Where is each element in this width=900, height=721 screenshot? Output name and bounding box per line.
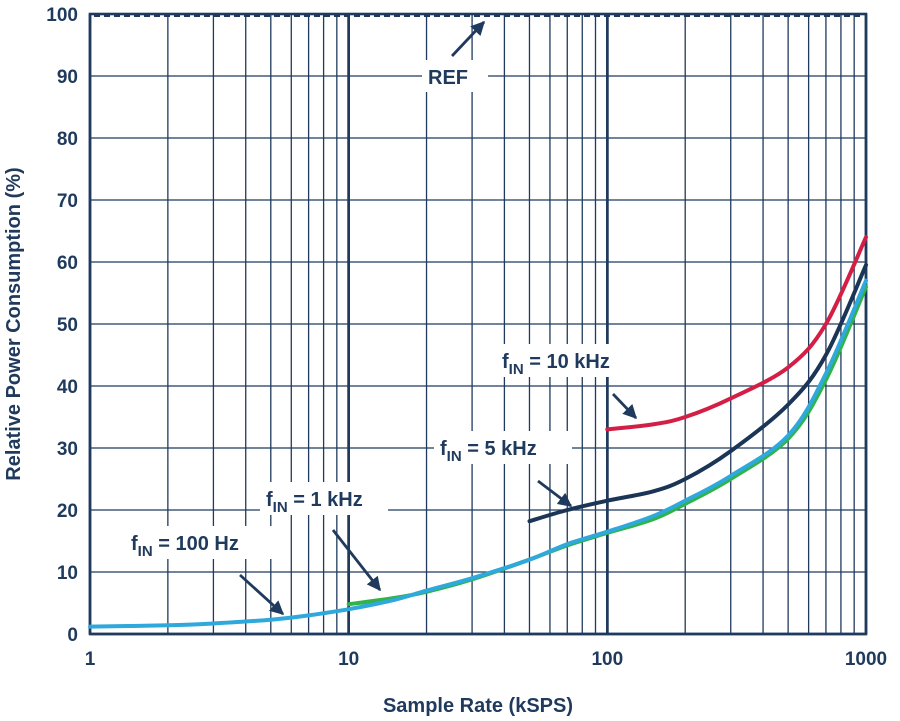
label-arrow: [331, 529, 382, 592]
y-tick-label: 30: [57, 439, 78, 460]
x-tick-label: 1000: [845, 649, 887, 670]
y-tick-label: 80: [57, 129, 78, 150]
x-tick-label: 10: [338, 649, 359, 670]
y-tick-label: 0: [67, 625, 78, 646]
series-label-background: [125, 526, 273, 559]
y-axis-label: Relative Power Consumption (%): [3, 167, 25, 480]
series-lines: [88, 235, 868, 629]
series-label-background: [496, 344, 646, 377]
annotations: REF fIN = 10 kHz fIN = 5 kHz fIN = 1 kHz fIN…: [125, 20, 646, 616]
y-tick-label: 20: [57, 501, 78, 522]
series-label: fIN = 1 kHz: [266, 489, 363, 516]
series-label: fIN = 5 kHz: [440, 438, 537, 465]
y-tick-label: 10: [57, 563, 78, 584]
x-axis-label: Sample Rate (kSPS): [383, 695, 573, 717]
label-arrow: [611, 393, 638, 420]
grid: [88, 12, 868, 636]
series-label: fIN = 10 kHz: [502, 351, 610, 378]
y-tick-label: 60: [57, 253, 78, 274]
series-line: [605, 235, 868, 432]
series-label-background: [260, 482, 388, 515]
ref-label: REF: [428, 67, 468, 89]
y-tick-label: 40: [57, 377, 78, 398]
series-line: [527, 263, 868, 524]
label-arrow: [537, 479, 573, 508]
y-tick-label: 90: [57, 67, 78, 88]
x-tick-label: 1: [85, 649, 96, 670]
y-tick-label: 50: [57, 315, 78, 336]
y-tick-label: 70: [57, 191, 78, 212]
x-tick-label: 100: [591, 649, 623, 670]
label-arrow: [450, 20, 486, 57]
series-line: [88, 278, 868, 629]
series-label: fIN = 100 Hz: [131, 533, 239, 560]
series-label-background: [434, 431, 572, 464]
plot-frame: [88, 12, 868, 636]
ref-label-background: [422, 60, 488, 92]
label-arrow: [239, 573, 285, 616]
y-tick-label: 100: [46, 5, 78, 26]
